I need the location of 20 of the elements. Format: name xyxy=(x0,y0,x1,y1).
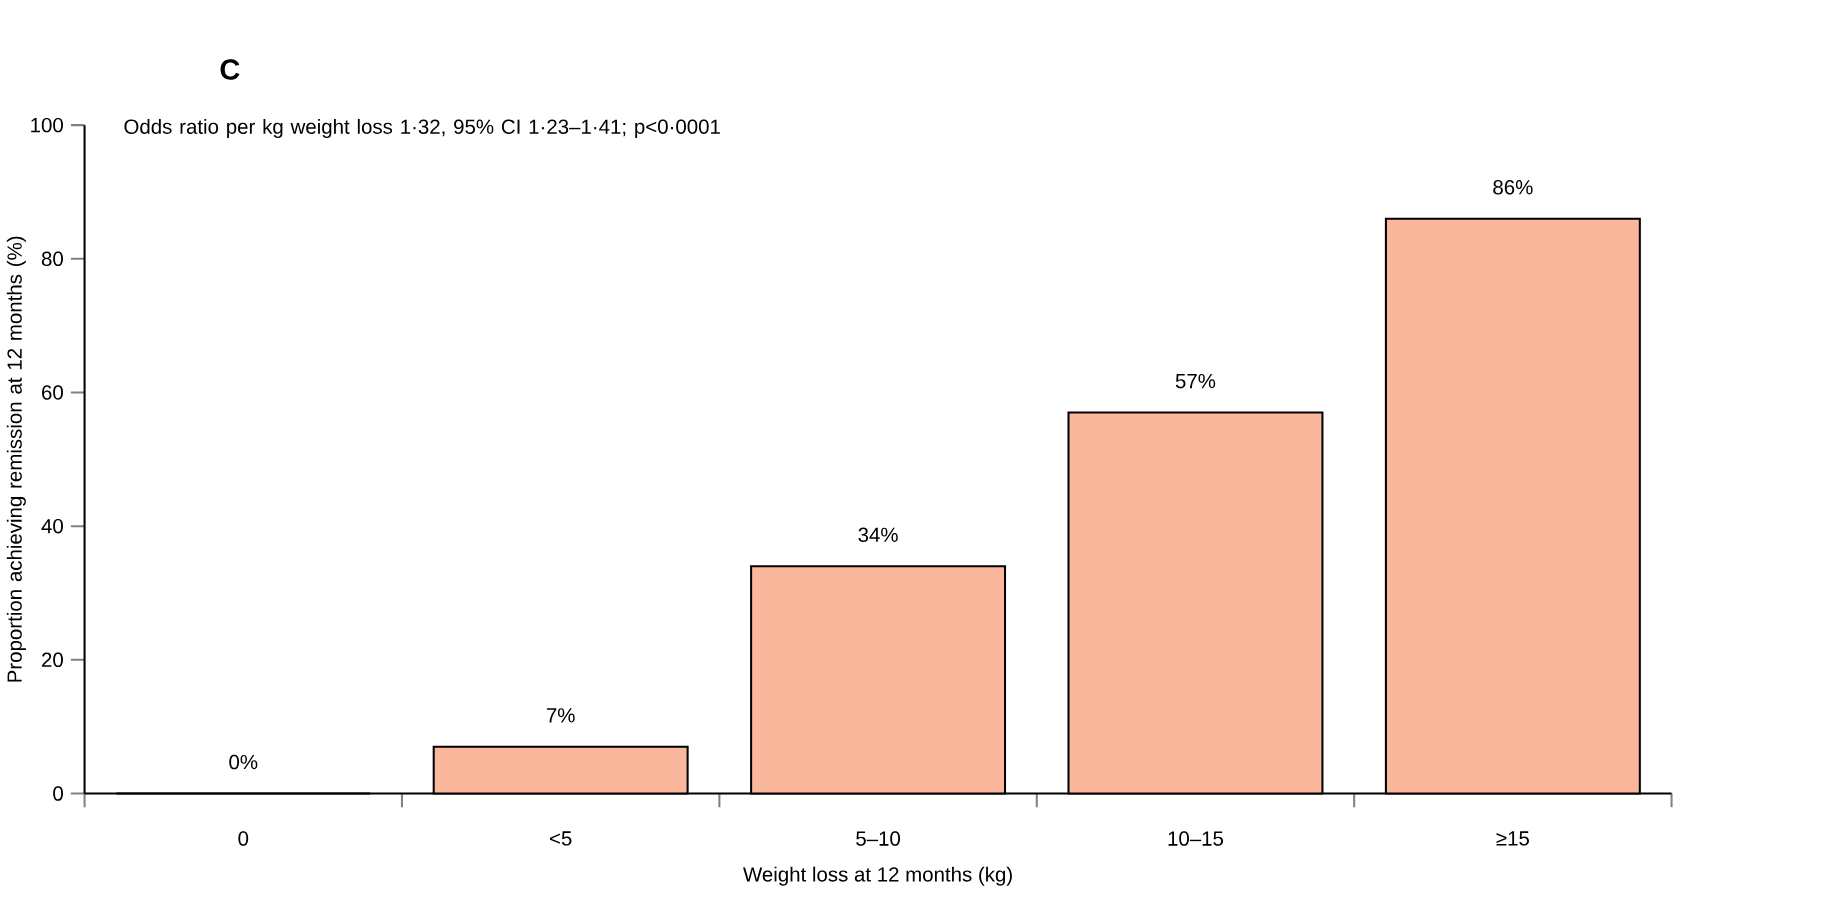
data-label: 7% xyxy=(546,708,575,723)
y-tick-label: 20 xyxy=(42,652,63,668)
chart-title: C xyxy=(220,59,240,80)
annotation: Odds ratio per kg weight loss 1·32, 95% CI 1·23–1·41; p<0·0001 xyxy=(124,119,720,139)
y-tick-label: 40 xyxy=(41,518,63,534)
x-tick-label: ≥15 xyxy=(1496,831,1529,846)
y-tick-label: 0 xyxy=(53,786,63,801)
y-tick-label: 60 xyxy=(42,385,63,400)
x-axis-title: Weight loss at 12 months (kg) xyxy=(743,866,1012,886)
y-tick-label: 100 xyxy=(31,117,63,133)
data-label: 86% xyxy=(1493,180,1533,195)
y-axis-title: Proportion achieving remission at 12 months (%) xyxy=(6,236,26,682)
data-label: 57% xyxy=(1175,373,1216,389)
x-tick-label: 0 xyxy=(238,831,249,846)
data-label: 0% xyxy=(229,754,258,770)
y-tick-label: 80 xyxy=(41,251,63,267)
x-tick-label: 5–10 xyxy=(856,831,901,846)
data-label: 34% xyxy=(858,527,898,543)
x-tick-label: 10–15 xyxy=(1168,831,1224,846)
x-tick-label: <5 xyxy=(550,831,572,846)
